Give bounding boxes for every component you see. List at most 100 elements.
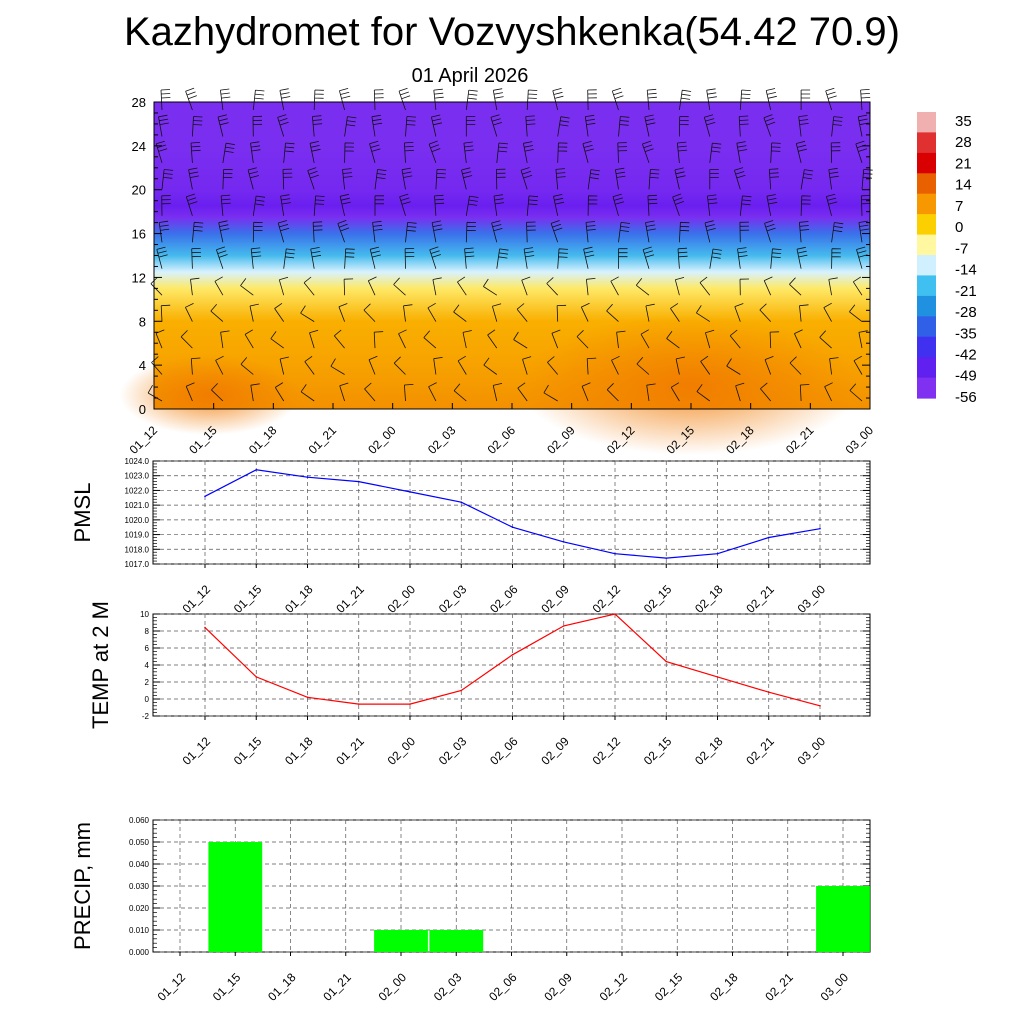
wind-barb: [431, 114, 443, 137]
wind-barb: [431, 220, 443, 243]
wind-barb: [770, 248, 782, 269]
wind-barb: [374, 169, 387, 190]
wind-barb: [483, 278, 498, 296]
wind-barb: [644, 114, 656, 137]
wind-barb: [404, 142, 414, 163]
wind-barb: [642, 246, 655, 269]
data-point: [665, 557, 668, 559]
wind-barb: [636, 356, 650, 375]
wind-barb: [216, 246, 228, 269]
wind-barb: [339, 193, 351, 216]
x-tick-label: 02_06: [486, 970, 520, 1004]
wind-barb: [313, 195, 325, 216]
wind-barb: [491, 220, 503, 243]
wind-barb: [587, 195, 598, 216]
wind-barb: [464, 247, 475, 269]
x-tick-label: 02_00: [365, 423, 399, 457]
wind-barb: [428, 382, 437, 402]
wind-barb: [556, 304, 567, 322]
wind-barb: [434, 194, 445, 216]
wind-barb: [829, 357, 839, 375]
wind-barb: [555, 168, 566, 190]
x-tick-label: 02_03: [431, 970, 465, 1004]
wind-barb: [330, 358, 345, 375]
wind-barb: [586, 357, 597, 375]
wind-barb: [492, 383, 503, 402]
colorbar-label: 14: [955, 177, 972, 194]
pmsl-panel: 1017.0 1018.0 1019.0 1020.0 1021.0 1022.0 1023…: [70, 457, 871, 616]
wind-barb: [858, 220, 870, 243]
wind-barb: [670, 303, 680, 322]
wind-barb: [766, 194, 778, 216]
wind-barb: [679, 116, 689, 137]
wind-barb: [280, 194, 291, 216]
wind-barb: [642, 140, 654, 164]
y-tick-label: 20: [132, 183, 146, 198]
wind-barb: [240, 278, 254, 296]
wind-barb: [490, 114, 503, 137]
wind-barb: [794, 329, 803, 349]
wind-barb: [156, 246, 168, 269]
x-tick-label: 02_06: [487, 734, 521, 768]
x-tick-label: 02_09: [538, 582, 572, 616]
wind-barb: [250, 383, 260, 402]
wind-barb: [672, 193, 684, 216]
data-point: [255, 676, 258, 678]
wind-barb: [670, 382, 680, 402]
y-tick-label: 1018.0: [125, 545, 150, 554]
wind-barb: [160, 304, 171, 322]
wind-barb: [364, 382, 376, 402]
wind-barb: [190, 277, 200, 296]
wind-barb: [765, 88, 777, 111]
y-axis-label: PRECIP, mm: [70, 822, 95, 950]
wind-barb: [513, 331, 528, 349]
wind-barb: [800, 195, 811, 216]
wind-barb: [734, 167, 746, 190]
wind-barb: [368, 355, 378, 375]
y-tick-label: 1023.0: [125, 472, 150, 481]
wind-barb: [799, 221, 810, 243]
x-tick-label: 02_06: [487, 582, 521, 616]
wind-barb: [764, 356, 774, 375]
warm-area: [520, 315, 860, 455]
wind-barb: [550, 220, 563, 243]
colorbar-label: -7: [955, 240, 968, 257]
wind-barb: [433, 88, 444, 111]
y-tick-label: 6: [145, 644, 150, 653]
wind-barb: [151, 356, 163, 375]
x-tick-label: 02_12: [590, 734, 624, 768]
wind-barb: [190, 142, 201, 163]
wind-barb: [457, 276, 467, 296]
y-tick-label: 0.040: [129, 860, 150, 869]
wind-barb: [526, 221, 536, 243]
wind-barb: [666, 331, 680, 349]
wind-barb: [496, 142, 508, 163]
wind-barb: [487, 329, 498, 349]
wind-barb: [158, 220, 170, 243]
wind-barb: [270, 331, 284, 349]
wind-barb: [398, 87, 411, 111]
temp2m-panel: -2 0 2 4 6 8 10 01_12 01_15 01_18 01_21 02_00 02_03 0…: [88, 601, 871, 768]
colorbar-swatch: [917, 295, 936, 317]
wind-barb: [764, 220, 776, 243]
precip-bar: [374, 930, 428, 952]
wind-barb: [676, 141, 688, 163]
x-tick-label: 01_12: [127, 423, 161, 457]
wind-barb: [398, 329, 407, 349]
wind-barb: [282, 168, 293, 190]
wind-barb: [457, 355, 467, 375]
wind-barb: [453, 383, 467, 402]
data-point: [614, 552, 616, 555]
wind-barb: [313, 89, 324, 111]
data-point: [204, 495, 206, 498]
wind-barb: [344, 248, 355, 269]
wind-barb: [823, 302, 832, 322]
data-point: [255, 469, 258, 471]
y-tick-label: 0.020: [129, 904, 150, 913]
x-tick-label: 02_18: [692, 582, 726, 616]
y-tick-label: 0: [145, 695, 150, 704]
y-tick-label: 1024.0: [125, 457, 150, 466]
x-tick-label: 02_00: [385, 734, 419, 768]
wind-barb: [155, 140, 168, 164]
wind-barb: [278, 276, 289, 296]
